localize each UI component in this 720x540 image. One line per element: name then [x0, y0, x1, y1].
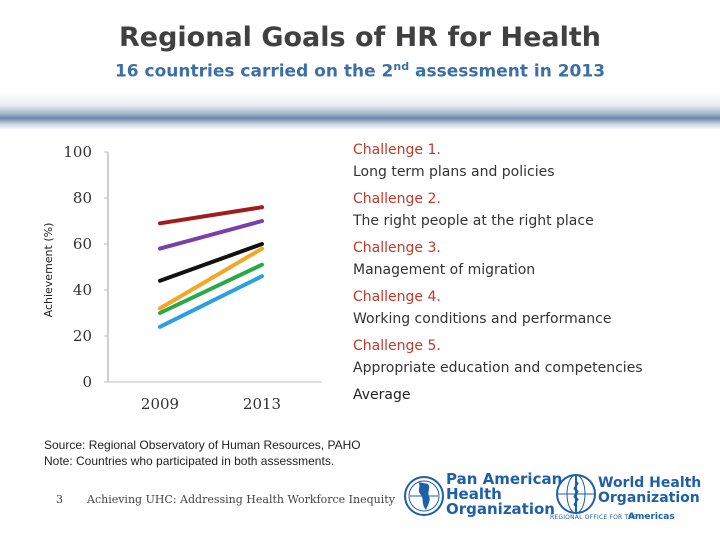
chart-series	[158, 205, 264, 329]
legend-challenge-4-desc: Working conditions and performance	[353, 311, 612, 327]
subtitle-text-end: assessment in 2013	[409, 61, 606, 82]
series-line	[158, 205, 264, 226]
legend-average: Average	[353, 387, 411, 403]
who-regional-office: REGIONAL OFFICE FOR THE	[550, 514, 638, 521]
source-line: Source: Regional Observatory of Human Re…	[44, 438, 361, 452]
y-tick-label: 0	[82, 373, 92, 391]
slide-number: 3	[56, 493, 63, 506]
series-line	[158, 219, 264, 251]
series-line	[158, 262, 264, 315]
y-tick-label: 40	[73, 281, 92, 299]
paho-line-3: Organization	[446, 500, 555, 518]
x-tick-label: 2013	[243, 395, 281, 413]
legend-item-challenge-2: Challenge 2. The right people at the rig…	[353, 188, 713, 232]
legend-challenge-1-name: Challenge 1.	[353, 142, 441, 158]
source-note: Source: Regional Observatory of Human Re…	[44, 437, 404, 469]
who-region-name: Americas	[628, 512, 675, 522]
series-line	[158, 274, 264, 329]
who-logo-text: World Health Organization	[598, 476, 701, 506]
series-line	[158, 242, 264, 283]
legend-item-challenge-4: Challenge 4. Working conditions and perf…	[353, 286, 713, 330]
y-tick-label: 80	[73, 189, 92, 207]
y-tick-label: 60	[73, 235, 92, 253]
y-axis-title: Achievement (%)	[42, 223, 55, 318]
paho-line-2: Health	[446, 485, 502, 503]
who-line-1: World Health	[598, 475, 702, 491]
note-line: Note: Countries who participated in both…	[44, 454, 335, 468]
legend-challenge-4-name: Challenge 4.	[353, 289, 441, 305]
legend-challenge-1-desc: Long term plans and policies	[353, 164, 555, 180]
legend-challenge-5-desc: Appropriate education and competencies	[353, 360, 643, 376]
slide-title: Regional Goals of HR for Health	[119, 22, 601, 53]
y-tick-label: 100	[63, 143, 92, 161]
who-emblem-icon	[556, 474, 596, 514]
who-line-2: Organization	[598, 490, 700, 506]
legend-challenge-2-desc: The right people at the right place	[353, 213, 594, 229]
legend-challenge-3-name: Challenge 3.	[353, 240, 441, 256]
legend-item-challenge-5: Challenge 5. Appropriate education and c…	[353, 335, 713, 379]
legend-challenge-5-name: Challenge 5.	[353, 338, 441, 354]
legend-item-challenge-3: Challenge 3. Management of migration	[353, 237, 713, 281]
chart-axes: 100 80 60 40 20 0 2009 2013 Achievement (%)	[42, 143, 322, 413]
legend-challenge-2-name: Challenge 2.	[353, 191, 441, 207]
subtitle-text: 16 countries carried on the 2	[114, 61, 394, 82]
subtitle-superscript: nd	[393, 60, 410, 73]
header-band	[0, 0, 720, 130]
footer-text: Achieving UHC: Addressing Health Workfor…	[87, 493, 395, 506]
x-tick-label: 2009	[141, 395, 179, 413]
paho-emblem-icon	[404, 476, 444, 516]
slide-subtitle: 16 countries carried on the 2nd assessme…	[0, 60, 720, 82]
legend-challenge-3-desc: Management of migration	[353, 262, 536, 278]
paho-line-1: Pan American	[446, 470, 563, 488]
paho-logo-text: Pan American Health Organization	[446, 472, 562, 517]
y-tick-label: 20	[73, 327, 92, 345]
legend-item-challenge-1: Challenge 1. Long term plans and policie…	[353, 139, 713, 183]
series-line	[158, 246, 264, 311]
